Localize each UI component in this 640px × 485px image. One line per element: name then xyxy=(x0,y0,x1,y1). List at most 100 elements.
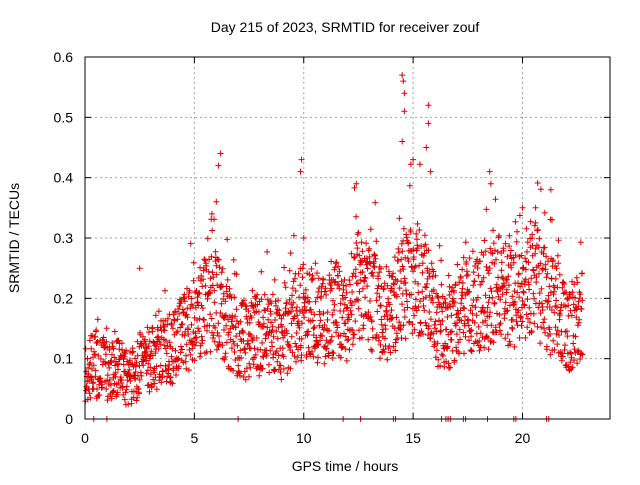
data-point xyxy=(175,355,182,362)
data-point xyxy=(550,257,556,263)
data-point xyxy=(300,235,307,241)
data-point xyxy=(451,299,458,306)
data-point xyxy=(356,327,362,334)
data-point xyxy=(185,367,192,374)
data-point xyxy=(208,315,215,322)
data-point xyxy=(538,285,545,292)
data-point xyxy=(346,346,353,353)
data-point xyxy=(502,335,509,342)
data-point xyxy=(525,259,532,266)
data-point xyxy=(531,295,538,302)
data-point xyxy=(187,351,194,358)
data-point xyxy=(121,353,128,360)
data-point xyxy=(291,353,298,360)
data-point xyxy=(425,247,432,254)
data-point xyxy=(556,332,562,338)
data-point xyxy=(388,315,395,322)
data-point xyxy=(189,302,196,309)
data-point xyxy=(412,303,419,310)
data-point xyxy=(267,347,274,354)
data-point xyxy=(322,353,329,360)
data-point xyxy=(405,239,412,246)
data-point xyxy=(349,341,356,348)
data-point xyxy=(203,262,210,269)
data-point xyxy=(269,343,276,350)
data-point xyxy=(246,360,253,367)
data-point xyxy=(107,382,114,389)
data-point xyxy=(459,280,466,286)
data-point xyxy=(327,282,334,288)
data-point xyxy=(545,292,552,299)
data-point xyxy=(312,260,319,267)
data-point xyxy=(425,323,432,330)
data-point xyxy=(535,244,542,251)
data-point xyxy=(237,372,243,379)
data-point xyxy=(401,314,408,321)
data-point xyxy=(399,138,406,145)
data-point xyxy=(445,272,452,279)
data-point xyxy=(400,266,407,273)
data-point xyxy=(344,304,351,311)
data-point xyxy=(186,346,193,353)
data-point xyxy=(332,264,339,271)
data-point xyxy=(520,289,527,296)
data-point xyxy=(207,311,214,318)
data-point xyxy=(400,225,407,232)
data-point xyxy=(266,369,273,376)
data-point xyxy=(273,302,279,309)
data-point xyxy=(285,342,292,349)
data-point xyxy=(311,324,318,331)
data-point xyxy=(368,318,375,325)
data-point xyxy=(173,372,179,378)
data-point xyxy=(475,272,482,279)
data-point xyxy=(343,283,350,289)
data-point xyxy=(429,273,436,280)
data-point xyxy=(175,363,182,370)
data-point xyxy=(335,272,341,279)
data-point xyxy=(542,329,549,336)
data-point xyxy=(465,322,472,329)
data-point xyxy=(446,292,453,298)
data-point xyxy=(514,289,521,296)
data-point xyxy=(448,288,455,295)
data-point xyxy=(306,271,313,278)
data-point xyxy=(503,286,510,293)
data-point xyxy=(289,349,296,356)
data-point xyxy=(481,237,488,244)
data-point xyxy=(505,282,512,289)
data-point xyxy=(502,240,509,247)
data-point xyxy=(298,156,305,163)
data-point xyxy=(343,305,350,312)
data-point xyxy=(467,328,474,334)
data-point xyxy=(396,319,403,326)
data-point xyxy=(227,291,234,298)
data-point xyxy=(551,309,558,316)
data-point xyxy=(219,342,226,349)
data-point xyxy=(567,359,574,366)
data-point xyxy=(125,370,132,376)
data-point xyxy=(153,363,160,370)
data-point xyxy=(423,144,430,151)
data-point xyxy=(231,294,238,301)
data-point xyxy=(457,307,464,314)
data-point xyxy=(137,369,144,376)
data-point xyxy=(351,254,357,261)
data-point xyxy=(181,291,188,298)
data-point xyxy=(513,318,520,325)
data-point xyxy=(526,319,533,326)
data-point xyxy=(400,322,407,329)
data-point xyxy=(356,288,363,295)
data-point xyxy=(571,346,578,353)
data-point xyxy=(88,345,95,352)
data-point xyxy=(259,339,266,346)
data-point xyxy=(260,320,267,327)
data-point xyxy=(309,317,316,324)
data-point xyxy=(422,241,429,248)
data-point xyxy=(487,309,493,316)
data-point xyxy=(449,284,456,291)
data-point xyxy=(470,282,477,289)
data-point xyxy=(314,359,321,366)
data-point xyxy=(265,332,272,339)
data-point xyxy=(281,264,288,271)
data-point xyxy=(475,323,482,330)
